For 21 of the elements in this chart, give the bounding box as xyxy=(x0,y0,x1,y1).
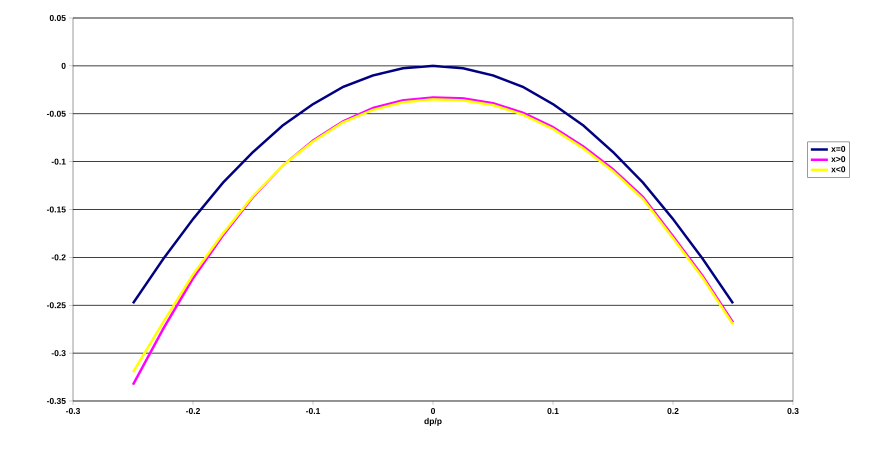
x-tick-label: 0 xyxy=(430,408,436,414)
y-tick-label: -0.05 xyxy=(46,110,66,117)
x-tick-label: -0.1 xyxy=(306,408,320,414)
legend-label: x=0 xyxy=(831,146,846,152)
y-tick-label: 0.05 xyxy=(50,14,66,21)
legend-label: x<0 xyxy=(831,166,846,172)
y-tick-label: -0.2 xyxy=(52,254,66,260)
y-tick-label: -0.15 xyxy=(46,206,66,212)
legend-label: x>0 xyxy=(831,156,846,162)
y-tick-label: -0.35 xyxy=(46,398,66,404)
x-tick-label: 0.2 xyxy=(667,408,679,414)
x-tick-label: 0.3 xyxy=(787,408,799,414)
y-tick-label: -0.3 xyxy=(52,350,66,356)
line-series xyxy=(132,64,734,305)
x-tick-label: -0.3 xyxy=(66,408,80,414)
x-tick-label: 0.1 xyxy=(547,408,559,414)
x-axis-title: dp/p xyxy=(424,418,442,426)
x-tick-label: -0.2 xyxy=(186,408,200,414)
y-tick-label: -0.1 xyxy=(52,158,66,165)
y-tick-label: 0 xyxy=(62,62,66,69)
y-tick-label: -0.25 xyxy=(46,302,66,308)
